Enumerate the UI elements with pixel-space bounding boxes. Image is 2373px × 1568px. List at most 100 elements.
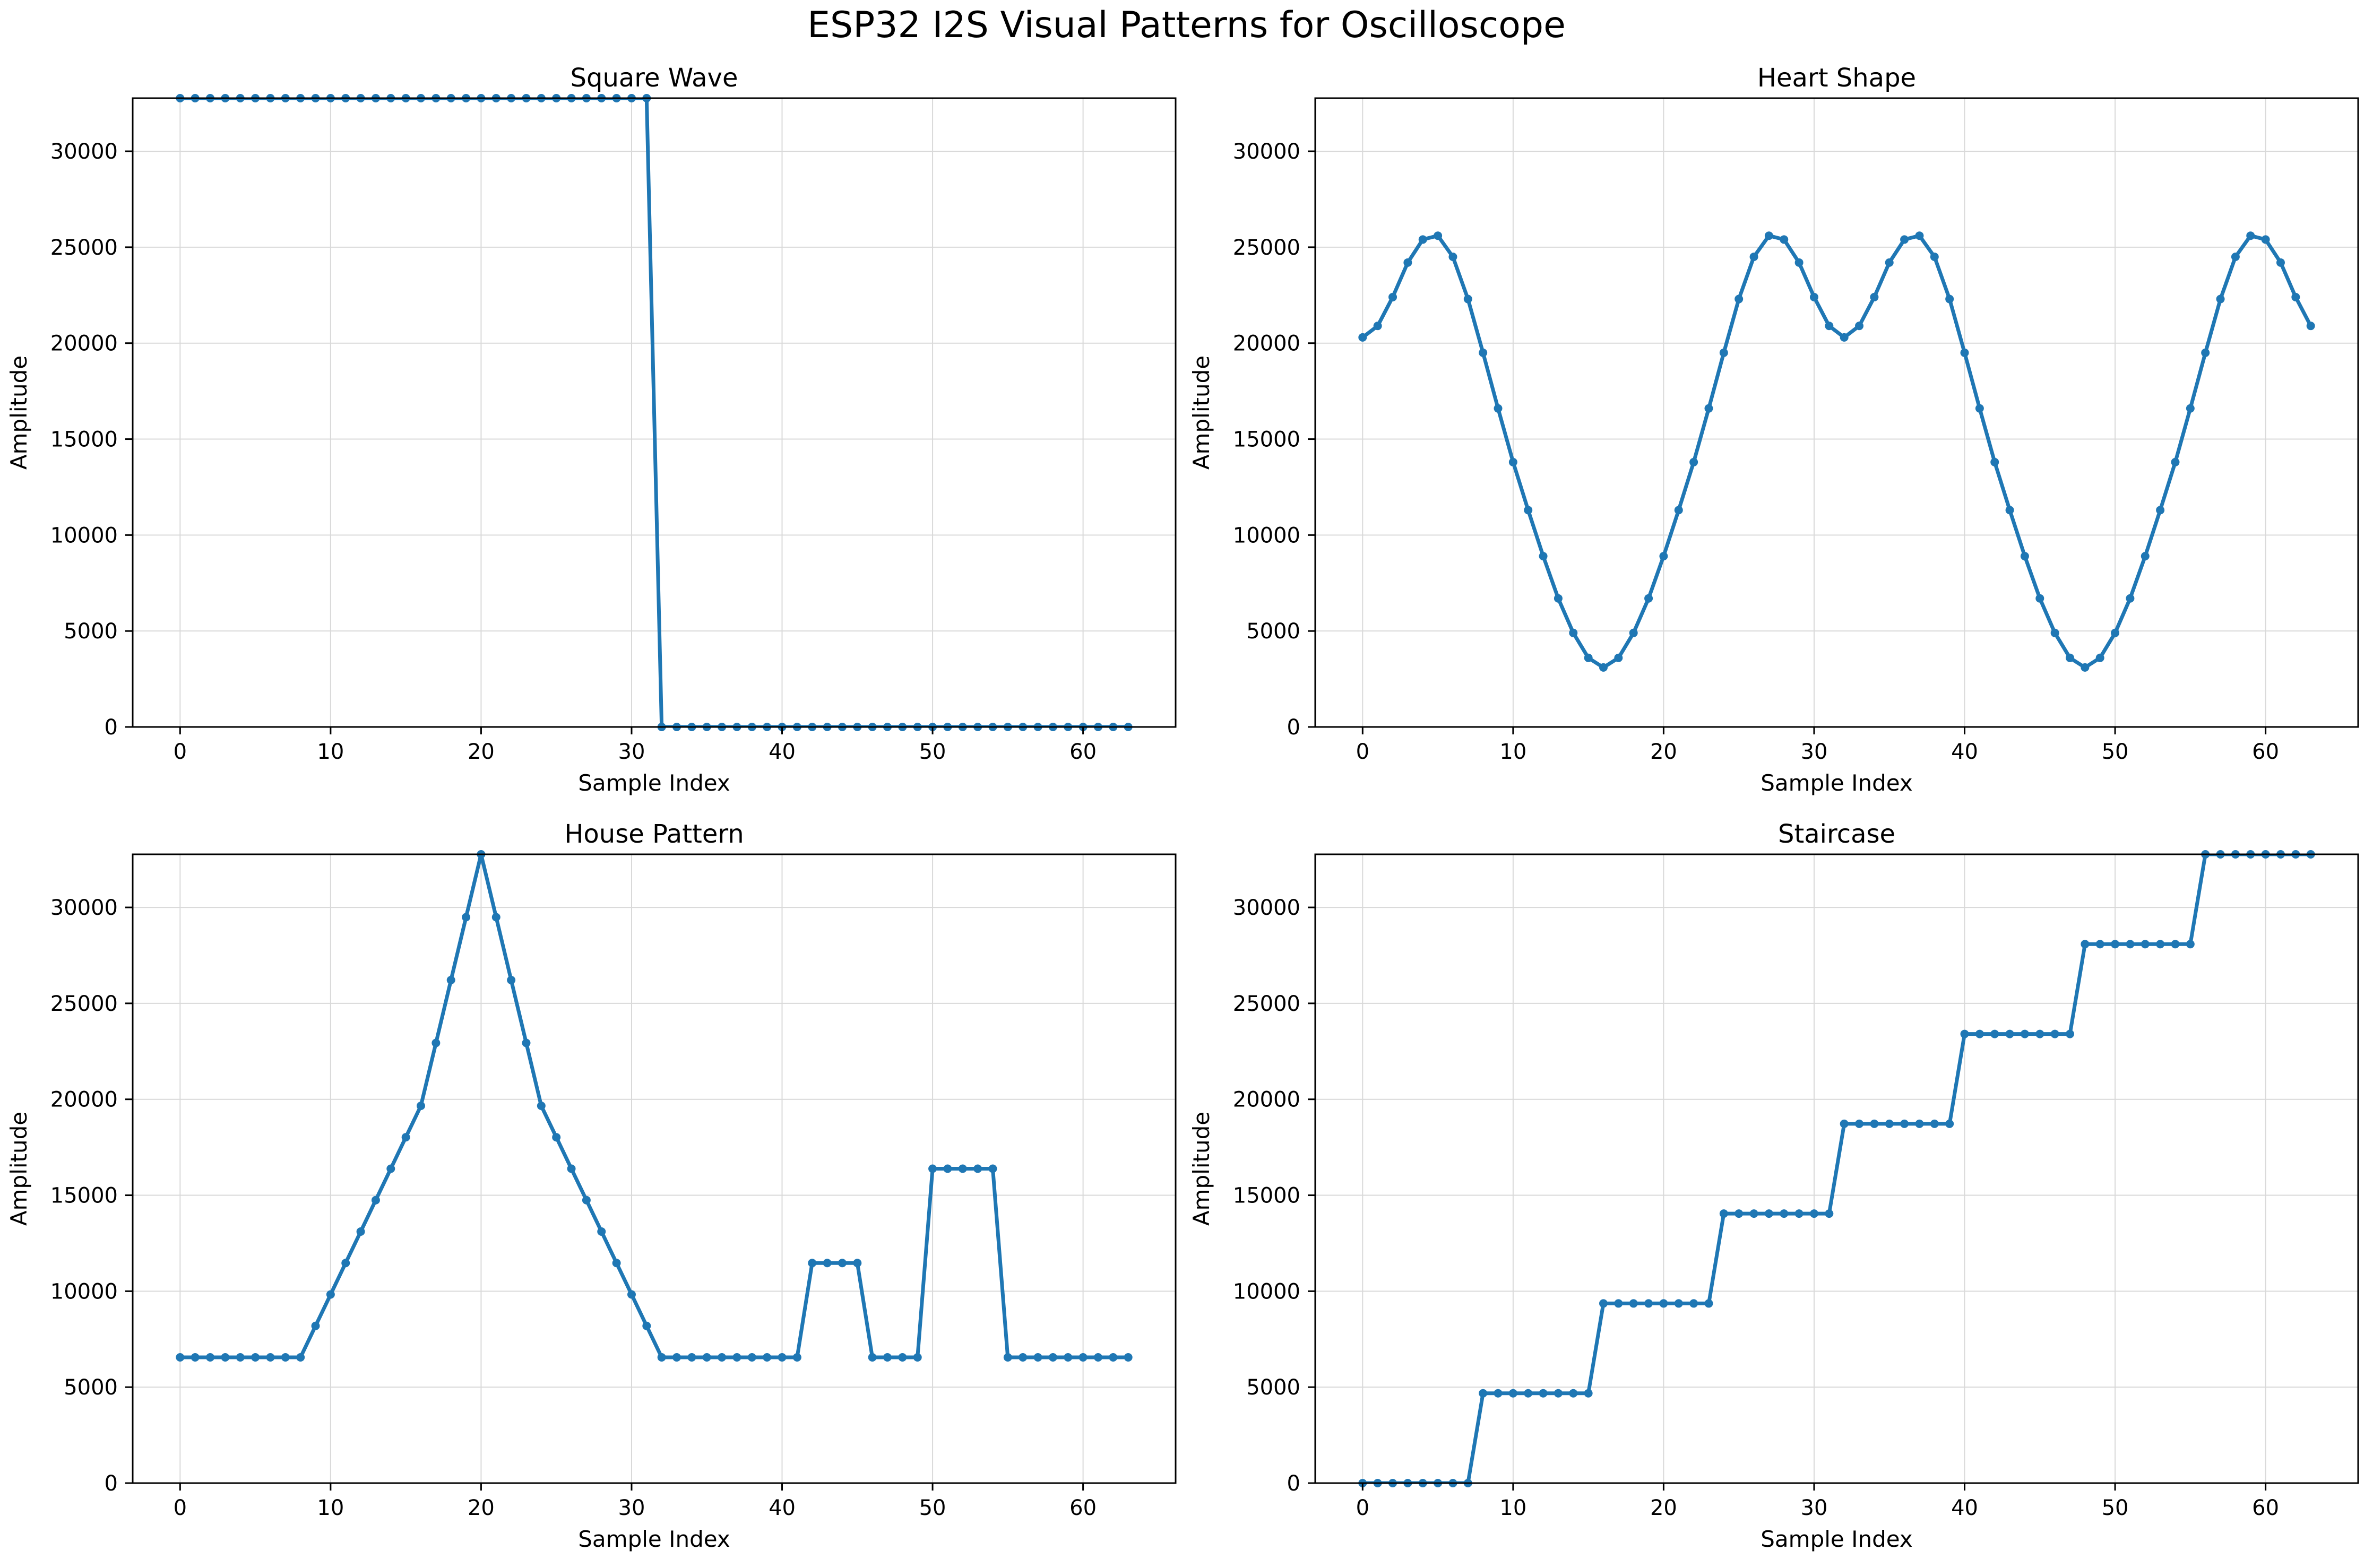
data-point [2050,1029,2059,1038]
data-point [386,1164,395,1173]
data-point [2095,940,2104,949]
data-point [1599,663,1608,672]
data-point [718,1353,727,1362]
y-tick-label: 15000 [50,428,118,452]
data-point [2186,404,2195,413]
data-point [2035,594,2044,603]
data-point [2171,457,2180,466]
data-point [326,1290,335,1299]
data-point [1689,457,1698,466]
x-tick-label: 30 [1801,740,1828,764]
data-point [687,1353,696,1362]
data-point [1855,322,1864,331]
data-point [1508,1389,1517,1398]
data-point [1659,552,1668,561]
data-point [1960,348,1969,357]
data-point [1975,1029,1984,1038]
data-point [1093,1353,1102,1362]
figure-title: ESP32 I2S Visual Patterns for Oscillosco… [807,4,1566,46]
data-point [462,913,471,922]
data-point [943,1164,952,1173]
data-point [2111,628,2120,637]
data-point [657,1353,666,1362]
data-point [1674,1299,1683,1308]
data-point [1003,1353,1012,1362]
data-point [838,1259,847,1268]
data-point [582,1196,591,1205]
data-point [1539,552,1548,561]
data-point [416,1102,425,1111]
x-tick-label: 10 [317,1496,344,1520]
data-point [446,975,455,984]
x-tick-label: 50 [919,740,946,764]
data-point [1764,1209,1773,1218]
data-point [2111,940,2120,949]
x-tick-label: 60 [1069,1496,1097,1520]
data-point [2005,506,2014,515]
x-tick-label: 40 [1951,1496,1978,1520]
data-point [1764,231,1773,240]
y-tick-label: 20000 [1233,1088,1300,1112]
data-point [1524,506,1533,515]
data-point [401,1133,410,1142]
data-point [2141,552,2150,561]
x-tick-label: 0 [1356,740,1369,764]
y-tick-label: 25000 [1233,992,1300,1016]
data-point [236,1353,245,1362]
data-point [988,1164,997,1173]
data-point [567,1164,576,1173]
data-point [1749,1209,1758,1218]
data-point [702,1353,711,1362]
data-point [191,1353,200,1362]
data-point [792,1353,801,1362]
data-point [537,1102,546,1111]
data-point [597,1227,606,1236]
data-point [1825,1209,1834,1218]
x-tick-label: 20 [1650,740,1677,764]
x-tick-label: 30 [618,1496,645,1520]
data-point [1719,1209,1728,1218]
data-point [1479,348,1488,357]
data-point [1109,1353,1118,1362]
x-tick-label: 10 [1499,1496,1526,1520]
data-point [1494,404,1503,413]
data-point [1479,1389,1488,1398]
y-tick-label: 25000 [50,992,118,1016]
y-tick-label: 10000 [50,1279,118,1304]
data-point [311,1321,320,1330]
y-tick-label: 10000 [50,523,118,548]
data-point [432,1038,441,1047]
data-point [1403,258,1412,267]
data-point [1689,1299,1698,1308]
data-point [763,1353,772,1362]
data-point [2261,235,2270,244]
data-point [1629,628,1638,637]
data-point [2126,594,2135,603]
data-point [1825,322,1834,331]
series-line [1361,233,2312,670]
data-point [747,1353,756,1362]
axes-frame [1314,97,2359,728]
data-point [356,1227,365,1236]
x-tick-label: 10 [1499,740,1526,764]
x-tick-label: 60 [2252,1496,2279,1520]
data-point [2246,231,2255,240]
data-point [1945,1119,1954,1128]
x-tick-label: 40 [769,1496,796,1520]
x-axis-label: Sample Index [1761,770,1912,796]
x-axis-label: Sample Index [1761,1526,1912,1552]
data-point [296,1353,305,1362]
data-point [2066,1029,2075,1038]
data-point [2156,940,2165,949]
data-point [1990,457,1999,466]
data-point [2020,1029,2029,1038]
data-point [1599,1299,1608,1308]
data-point [958,1164,967,1173]
data-point [552,1133,561,1142]
series-line [180,854,1128,1359]
x-tick-label: 30 [1801,1496,1828,1520]
data-point [1569,1389,1578,1398]
y-tick-label: 20000 [50,1088,118,1112]
x-tick-label: 60 [1069,740,1097,764]
data-point [1614,1299,1623,1308]
